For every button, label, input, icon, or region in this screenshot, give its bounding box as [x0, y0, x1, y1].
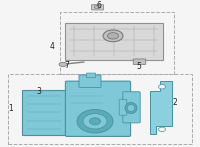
- FancyBboxPatch shape: [91, 5, 104, 10]
- Text: 1: 1: [9, 103, 13, 113]
- Text: 6: 6: [97, 1, 101, 10]
- FancyBboxPatch shape: [79, 75, 101, 87]
- Bar: [60, 12, 174, 74]
- Ellipse shape: [59, 62, 67, 66]
- Ellipse shape: [77, 110, 113, 133]
- Text: 4: 4: [50, 42, 54, 51]
- FancyBboxPatch shape: [133, 59, 146, 65]
- FancyBboxPatch shape: [22, 90, 66, 135]
- Ellipse shape: [90, 118, 101, 125]
- FancyBboxPatch shape: [123, 92, 140, 123]
- Ellipse shape: [127, 105, 135, 112]
- FancyBboxPatch shape: [65, 81, 131, 136]
- Bar: [8, 74, 192, 144]
- FancyBboxPatch shape: [86, 73, 96, 78]
- Ellipse shape: [158, 85, 166, 89]
- Ellipse shape: [103, 30, 123, 42]
- Polygon shape: [150, 81, 172, 134]
- Ellipse shape: [108, 33, 118, 39]
- FancyBboxPatch shape: [119, 99, 127, 115]
- FancyBboxPatch shape: [65, 23, 163, 60]
- Ellipse shape: [83, 114, 107, 129]
- Text: 2: 2: [173, 98, 177, 107]
- Ellipse shape: [94, 5, 101, 9]
- Text: 5: 5: [137, 62, 141, 71]
- Text: 3: 3: [37, 87, 41, 96]
- Ellipse shape: [125, 103, 137, 113]
- Ellipse shape: [158, 127, 166, 132]
- Text: 7: 7: [65, 61, 69, 70]
